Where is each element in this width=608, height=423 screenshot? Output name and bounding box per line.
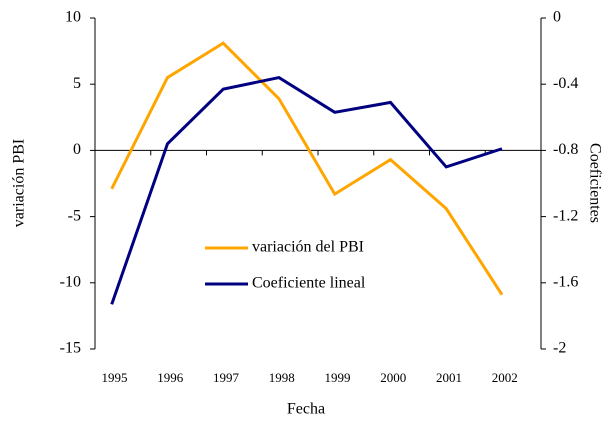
x-tick-label: 1996 [157, 370, 184, 385]
y2-tick-label: -0.8 [553, 141, 578, 158]
y2-tick-label: -0.4 [553, 75, 578, 92]
x-axis-title: Fecha [287, 401, 325, 418]
x-tick-label: 1998 [269, 370, 295, 385]
legend-label: variación del PBI [252, 239, 364, 256]
y-tick-label: 5 [73, 75, 81, 92]
x-tick-label: 1999 [325, 370, 351, 385]
y2-tick-label: -1.6 [553, 273, 578, 290]
y2-axis-title: Coeficientes [586, 143, 603, 223]
y-axis-title: variación PBI [11, 139, 28, 227]
data-line [110, 75, 503, 305]
legend-label: Coeficiente lineal [252, 275, 366, 292]
data-line [110, 41, 504, 296]
y2-tick-label: -2 [553, 340, 566, 357]
x-tick-label: 2001 [436, 370, 462, 385]
x-tick-label: 1995 [102, 370, 128, 385]
x-tick-label: 2000 [380, 370, 406, 385]
y-tick-label: -5 [68, 207, 81, 224]
x-tick-label: 1997 [213, 370, 240, 385]
y-tick-label: 0 [73, 141, 81, 158]
y-tick-label: -10 [60, 273, 81, 290]
y2-tick-label: -1.2 [553, 207, 578, 224]
y-tick-label: -15 [60, 340, 81, 357]
x-tick-label: 2002 [492, 370, 518, 385]
y-tick-label: 10 [65, 9, 81, 26]
y2-tick-label: 0 [553, 9, 561, 26]
